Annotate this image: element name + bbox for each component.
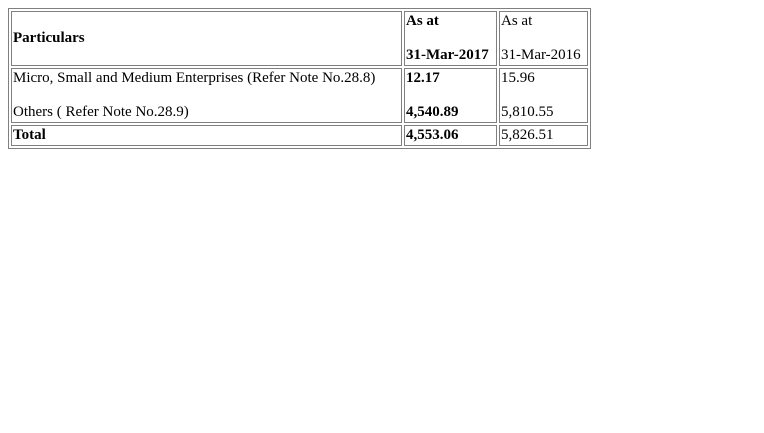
others-value-2016: 5,810.55 xyxy=(501,104,554,120)
total-value-2017: 4,553.06 xyxy=(406,127,459,143)
header-row: Particulars As at 31-Mar-2017 As at 31-M… xyxy=(11,11,588,66)
row-values-2017-cell: 12.17 4,540.89 xyxy=(404,68,497,123)
table-row: Micro, Small and Medium Enterprises (Ref… xyxy=(11,68,588,123)
total-2017-cell: 4,553.06 xyxy=(404,125,497,146)
header-2017: As at 31-Mar-2017 xyxy=(404,11,497,66)
financial-table: Particulars As at 31-Mar-2017 As at 31-M… xyxy=(8,8,591,149)
financial-table-container: Particulars As at 31-Mar-2017 As at 31-M… xyxy=(8,8,591,149)
total-label: Total xyxy=(13,127,46,143)
total-label-cell: Total xyxy=(11,125,402,146)
total-value-2016: 5,826.51 xyxy=(501,127,554,143)
header-2016: As at 31-Mar-2016 xyxy=(499,11,588,66)
header-particulars: Particulars xyxy=(11,11,402,66)
row-label-msme: Micro, Small and Medium Enterprises (Ref… xyxy=(13,70,376,86)
msme-value-2016: 15.96 xyxy=(501,70,535,86)
header-2016-line1: As at xyxy=(501,13,533,29)
header-2017-line2: 31-Mar-2017 xyxy=(406,47,489,63)
msme-value-2017: 12.17 xyxy=(406,70,440,86)
total-2016-cell: 5,826.51 xyxy=(499,125,588,146)
row-values-2016-cell: 15.96 5,810.55 xyxy=(499,68,588,123)
total-row: Total 4,553.06 5,826.51 xyxy=(11,125,588,146)
header-particulars-label: Particulars xyxy=(13,30,85,46)
header-2016-line2: 31-Mar-2016 xyxy=(501,47,581,63)
others-value-2017: 4,540.89 xyxy=(406,104,459,120)
header-2017-line1: As at xyxy=(406,13,439,29)
row-label-others: Others ( Refer Note No.28.9) xyxy=(13,104,189,120)
row-labels-cell: Micro, Small and Medium Enterprises (Ref… xyxy=(11,68,402,123)
